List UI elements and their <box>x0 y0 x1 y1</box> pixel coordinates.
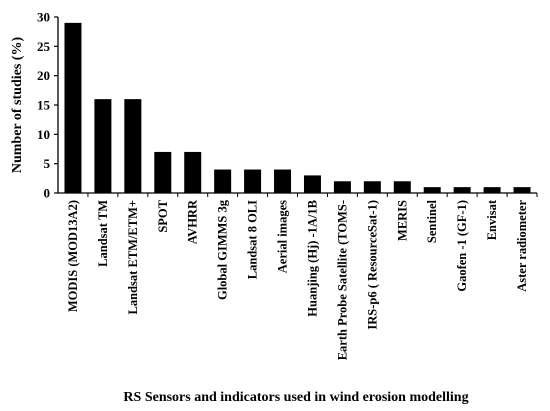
x-category-label: SPOT <box>156 199 170 232</box>
bar <box>184 151 202 193</box>
x-category-label: Global GIMMS 3g <box>216 199 230 300</box>
bar <box>393 181 411 193</box>
x-axis-title: RS Sensors and indicators used in wind e… <box>123 390 468 405</box>
bar <box>64 22 82 193</box>
x-category-label: Huanjing (Hj) -1A/1B <box>305 200 319 317</box>
y-tick-label: 0 <box>44 186 51 201</box>
x-category-label: Landsat ETM/ETM+ <box>126 200 140 314</box>
x-category-label: Aster radiometer <box>515 200 529 292</box>
bar <box>423 187 441 193</box>
bar <box>333 181 351 193</box>
bar <box>124 99 142 193</box>
bar <box>214 169 232 193</box>
bar <box>513 187 531 193</box>
y-axis-ticks: 0 5 10 15 20 25 30 <box>37 10 58 201</box>
x-category-label: Earth Probe Satellite (TOMS- <box>335 200 349 360</box>
x-category-label: Sentinel <box>425 199 439 243</box>
bar <box>363 181 381 193</box>
x-axis-category-labels: MODIS (MOD13A2) Landsat TM Landsat ETM/ETM… <box>66 193 538 360</box>
y-tick-label: 15 <box>37 98 51 113</box>
x-category-label: MERIS <box>395 200 409 241</box>
y-tick-label: 25 <box>37 39 51 54</box>
x-category-label: Landsat TM <box>96 200 110 267</box>
x-category-label: Gaofen -1 (GF-1) <box>455 200 469 292</box>
bar <box>94 99 112 193</box>
plot-area <box>64 22 531 193</box>
x-category-label: Landsat 8 OLI <box>246 200 260 279</box>
x-category-label: Envisat <box>485 199 499 240</box>
x-category-label: Aerial images <box>276 200 290 273</box>
bar <box>483 187 501 193</box>
bar <box>274 169 292 193</box>
x-category-label: AVHRR <box>186 199 200 244</box>
y-tick-label: 30 <box>37 10 50 25</box>
y-tick-label: 10 <box>37 127 50 142</box>
y-axis-title: Number of studies (%) <box>10 37 25 174</box>
bar <box>154 151 172 193</box>
bar <box>303 175 321 193</box>
y-tick-label: 5 <box>44 156 51 171</box>
y-tick-label: 20 <box>37 68 50 83</box>
bar <box>244 169 262 193</box>
x-category-label: IRS-p6 ( ResourceSat-1) <box>365 200 379 330</box>
x-category-label: MODIS (MOD13A2) <box>66 200 80 312</box>
bar <box>453 187 471 193</box>
